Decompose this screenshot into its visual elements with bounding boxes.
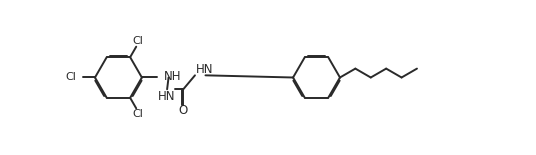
Text: Cl: Cl [65,73,76,82]
Text: NH: NH [163,70,181,83]
Text: HN: HN [158,90,175,103]
Text: Cl: Cl [132,108,143,119]
Text: HN: HN [196,63,213,76]
Text: Cl: Cl [132,36,143,46]
Text: O: O [178,104,188,117]
